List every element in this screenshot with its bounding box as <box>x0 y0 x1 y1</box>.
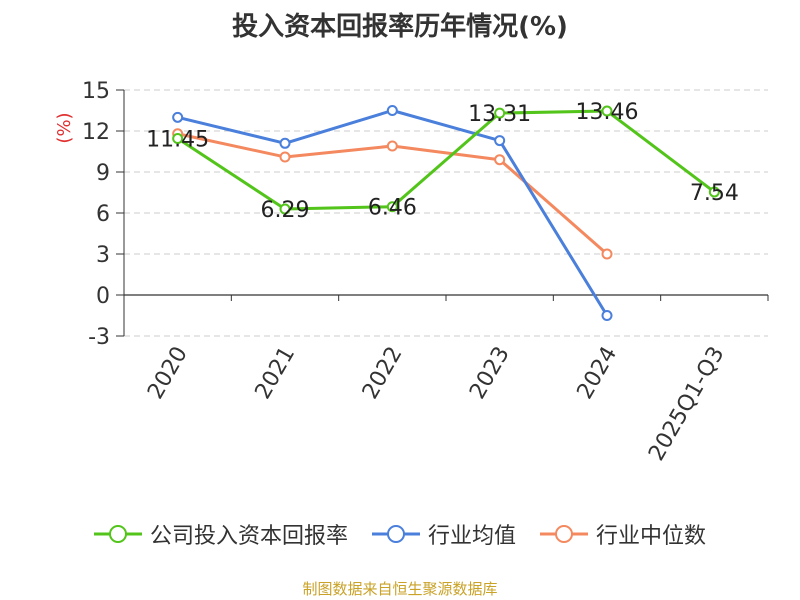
legend-swatch-icon <box>93 525 142 543</box>
x-tick-label: 2021 <box>251 343 301 404</box>
legend-item[interactable]: 公司投入资本回报率 <box>93 518 348 550</box>
y-tick-label: 15 <box>82 79 110 104</box>
series-lines <box>172 105 720 321</box>
data-point <box>386 201 398 213</box>
data-point <box>386 105 398 116</box>
gridlines <box>124 89 768 337</box>
data-point <box>601 310 613 321</box>
data-label: 13.46 <box>576 100 639 125</box>
legend-item[interactable]: 行业均值 <box>371 518 516 550</box>
data-labels: 11.45 6.29 6.46 13.31 13.46 7.54 <box>146 100 739 223</box>
data-point <box>172 111 184 123</box>
legend-swatch-icon <box>371 525 420 543</box>
x-tick-label: 2024 <box>573 343 623 404</box>
data-point <box>279 203 291 215</box>
data-point <box>494 107 506 119</box>
legend-label: 行业均值 <box>427 524 516 549</box>
y-tick-label: -3 <box>88 325 110 350</box>
y-tick-label: 12 <box>82 120 110 145</box>
y-axis-label: (%) <box>54 112 75 143</box>
data-label: 7.54 <box>690 181 739 206</box>
chart-title: 投入资本回报率历年情况(%) <box>232 12 568 42</box>
x-tick-label: 2022 <box>358 343 408 404</box>
y-tick-label: 0 <box>96 284 110 309</box>
data-point <box>386 140 398 152</box>
y-tick-label: 9 <box>96 161 110 186</box>
axes: 15 12 9 6 3 0 -3 (%) 2020 2021 2022 2023 2024 2025Q1-… <box>54 79 769 466</box>
data-point <box>494 135 506 147</box>
data-point <box>708 186 720 198</box>
x-tick-label: 2020 <box>143 343 193 404</box>
series-line <box>177 132 608 256</box>
legend-item[interactable]: 行业中位数 <box>540 518 706 550</box>
data-point <box>279 151 291 163</box>
data-point <box>494 154 506 166</box>
data-point <box>601 248 613 260</box>
source-note: 制图数据来自恒生聚源数据库 <box>302 580 498 598</box>
legend-label: 公司投入资本回报率 <box>149 524 348 549</box>
x-tick-label: 2023 <box>465 342 515 403</box>
x-tick-label: 2025Q1-Q3 <box>644 343 729 466</box>
legend-label: 行业中位数 <box>596 524 707 549</box>
series-line <box>176 109 716 211</box>
legend-swatch-icon <box>540 525 588 543</box>
y-tick-label: 3 <box>96 243 110 268</box>
data-point <box>601 105 613 117</box>
data-label: 6.46 <box>368 196 417 221</box>
legend: 公司投入资本回报率 行业均值 行业中位数 <box>0 518 800 550</box>
y-tick-label: 6 <box>96 202 110 227</box>
data-label: 11.45 <box>146 128 209 153</box>
data-label: 13.31 <box>468 102 531 127</box>
data-point <box>279 137 291 149</box>
data-label: 6.29 <box>261 198 310 223</box>
data-point <box>172 133 184 145</box>
